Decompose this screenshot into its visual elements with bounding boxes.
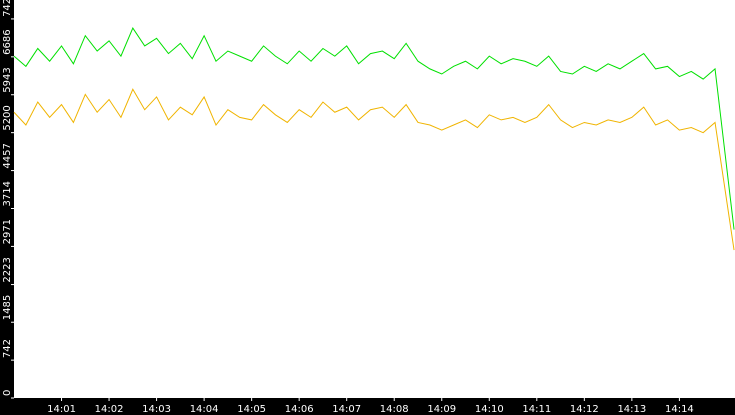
y-tick-label: 4457 [2,143,13,168]
x-tick-label: 14:13 [617,404,646,415]
x-tick-label: 14:07 [332,404,361,415]
line-series [13,27,735,230]
x-tick-label: 14:14 [665,404,694,415]
y-tick-label: 2971 [2,219,13,244]
x-tick-label: 14:02 [95,404,124,415]
y-tick-label: 742 [2,339,13,358]
x-tick-label: 14:12 [570,404,599,415]
line-series [13,88,735,251]
y-tick-label: 1485 [2,295,13,320]
y-tick-label: 0 [2,390,13,396]
y-tick-label: 3714 [2,181,13,206]
x-tick-label: 14:06 [285,404,314,415]
y-tick-label: 2223 [2,257,13,282]
x-tick-label: 14:09 [427,404,456,415]
x-tick-label: 14:03 [142,404,171,415]
y-tick-label: 7429 [2,0,13,17]
x-tick-label: 14:04 [190,404,219,415]
y-tick-label: 5943 [2,67,13,92]
x-tick-label: 14:05 [237,404,266,415]
x-tick-label: 14:08 [380,404,409,415]
plot-area [14,0,735,398]
x-tick-label: 14:10 [475,404,504,415]
x-tick-label: 14:01 [47,404,76,415]
y-tick-label: 6686 [2,29,13,54]
x-tick-label: 14:11 [522,404,551,415]
y-tick-label: 5200 [2,105,13,130]
